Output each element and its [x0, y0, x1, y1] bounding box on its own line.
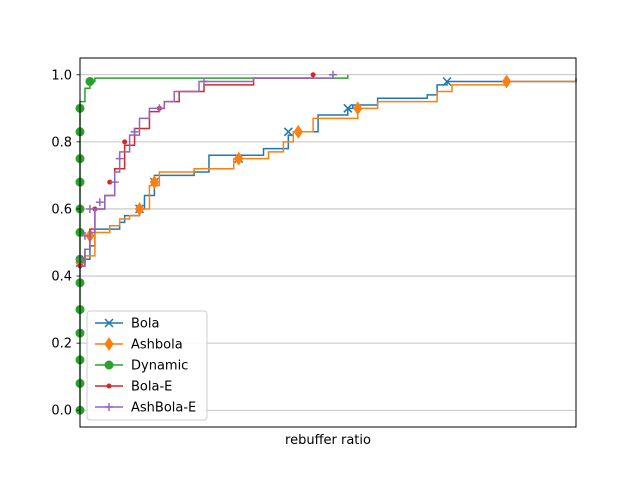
y-tick-label: 0.4	[51, 270, 72, 285]
legend-item-dynamic: Dynamic	[95, 359, 188, 374]
plot-frame	[79, 57, 577, 428]
data-point-ashbola	[234, 151, 244, 166]
series-bola-e	[77, 72, 316, 269]
series-line-ashbola	[80, 78, 577, 264]
data-point-bola	[442, 76, 452, 87]
data-point-ashbola-e	[130, 127, 139, 136]
data-point-bola	[283, 127, 293, 137]
data-point-ashbola-e	[110, 178, 119, 187]
legend-marker	[104, 337, 114, 351]
data-point-ashbola-e	[200, 77, 208, 86]
data-point-ashbola-e	[328, 70, 337, 79]
data-point-ashbola-e	[80, 231, 89, 240]
legend-item-bola-e: Bola-E	[95, 380, 172, 395]
data-point-ashbola-e	[155, 104, 164, 113]
data-point-bola-e	[122, 139, 128, 145]
legend-item-ashbola-e: AshBola-E	[95, 401, 196, 416]
y-tick-label: 1.0	[51, 68, 72, 83]
legend-label: Bola	[131, 317, 159, 332]
y-tick-label: 0.2	[51, 337, 72, 352]
data-point-ashbola	[353, 101, 363, 116]
y-tick-label: 0.0	[51, 404, 72, 419]
data-point-bola-e	[310, 72, 316, 78]
data-point-ashbola-e	[85, 204, 94, 213]
data-point-ashbola	[501, 74, 512, 89]
series-line-bola-e	[80, 74, 314, 267]
y-axis: 0.0 0.2 0.4 0.6 0.8 1.0	[51, 68, 80, 419]
legend-marker	[105, 403, 113, 411]
data-point-ashbola	[134, 202, 145, 216]
x-axis-label: rebuffer ratio	[285, 433, 371, 448]
legend-label: Dynamic	[131, 359, 188, 374]
legend-marker	[104, 360, 114, 370]
data-point-ashbola-e	[95, 198, 104, 207]
legend-marker	[106, 383, 112, 389]
series-bola	[75, 76, 577, 268]
data-point-ashbola	[149, 175, 160, 190]
y-tick-label: 0.6	[51, 202, 72, 217]
legend-label: AshBola-E	[131, 401, 196, 416]
legend-label: Ashbola	[131, 338, 183, 353]
legend-item-bola: Bola	[95, 317, 159, 332]
y-tick-label: 0.8	[51, 135, 72, 150]
series-ashbola	[75, 74, 577, 270]
legend-item-ashbola: Ashbola	[95, 337, 183, 353]
legend: Bola Ashbola Dynamic Bola-E AshBola-E	[86, 310, 208, 421]
legend-label: Bola-E	[131, 380, 172, 395]
legend-box	[86, 310, 208, 421]
series-line-bola	[80, 78, 577, 264]
series-ashbola-e	[76, 70, 337, 267]
data-point-ashbola	[293, 124, 303, 139]
data-point-dynamic	[85, 76, 95, 86]
legend-marker	[104, 318, 114, 328]
data-point-bola	[343, 103, 353, 113]
data-point-ashbola-e	[115, 154, 124, 163]
series-line-ashbola-e	[80, 74, 334, 267]
